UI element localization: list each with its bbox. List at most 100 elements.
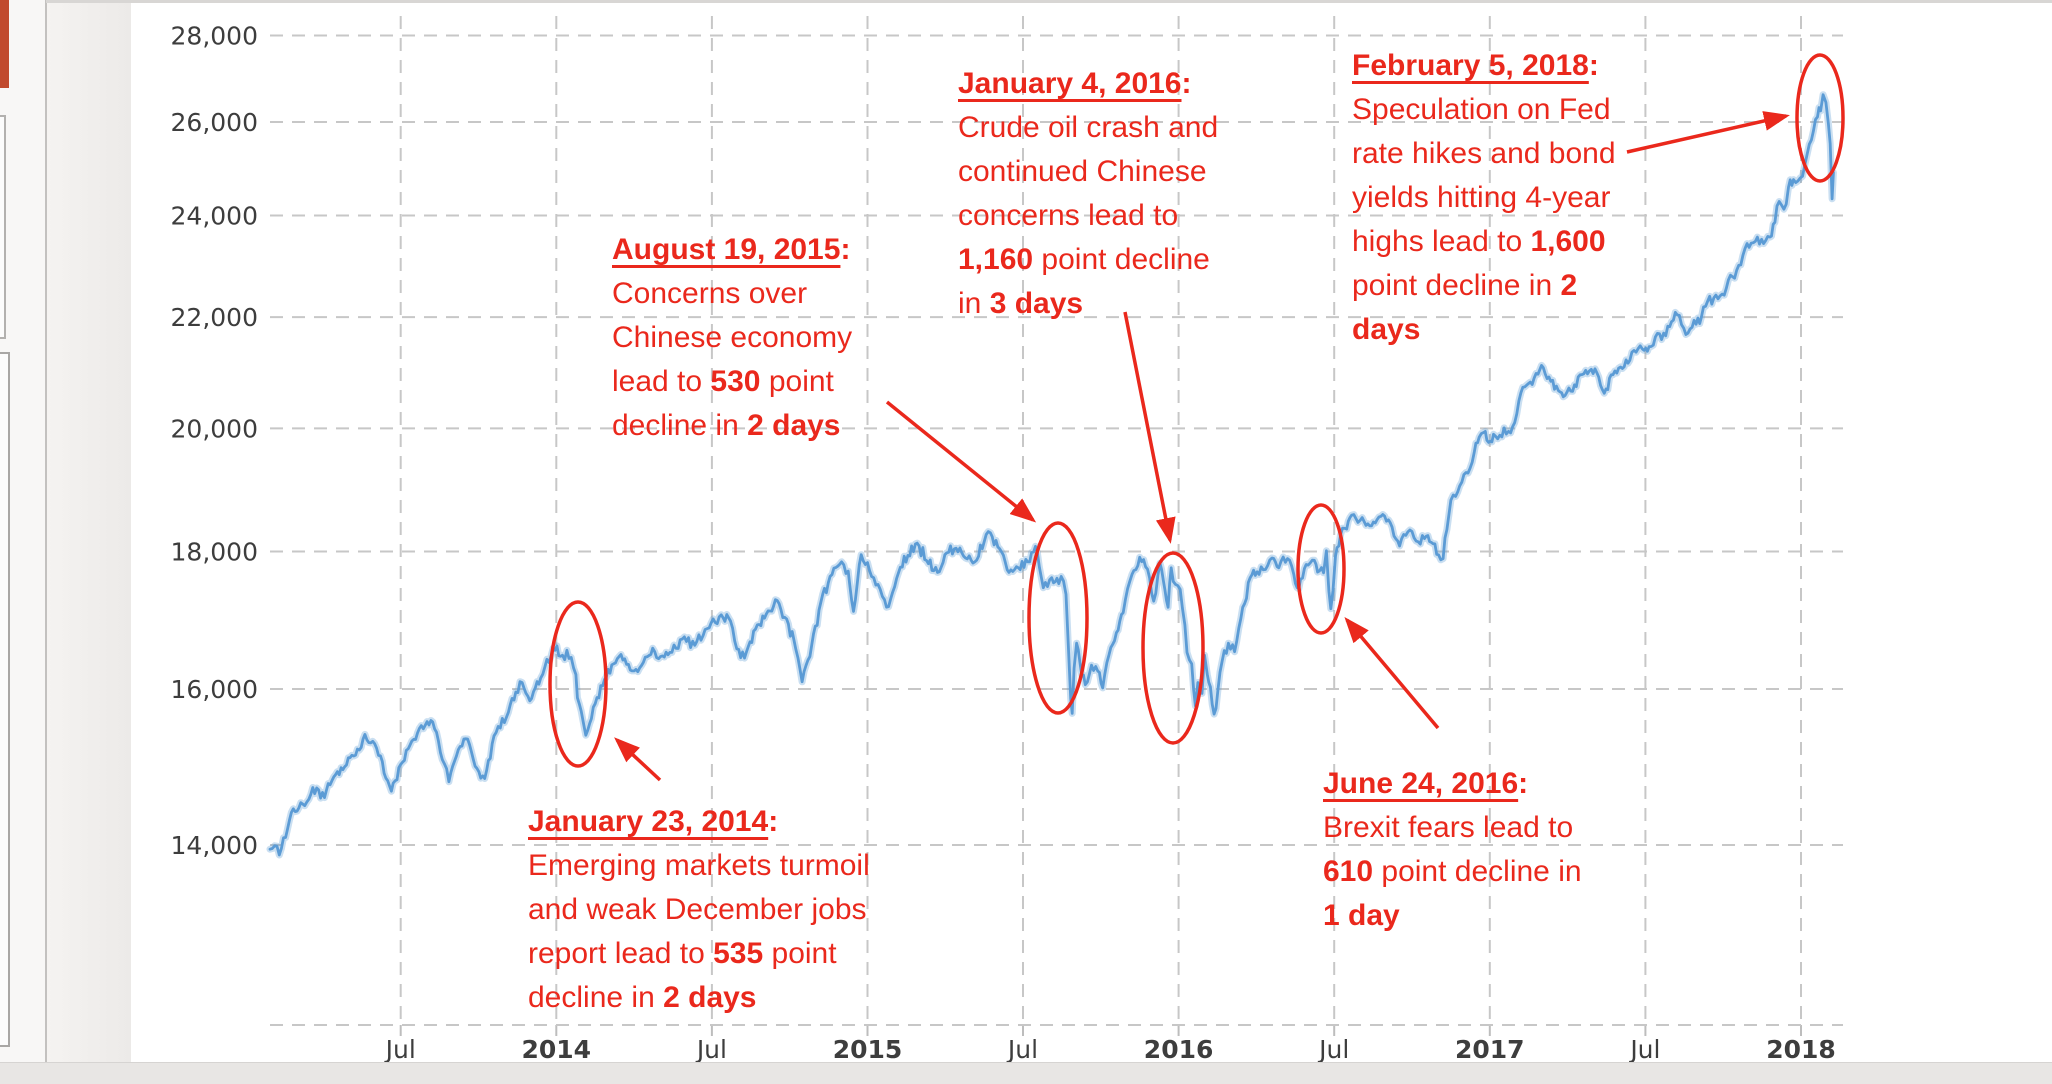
slide-thumbnail-3[interactable] [0, 352, 10, 1047]
annotation-text-segment: 2 [1560, 269, 1578, 302]
x-axis-label: 2018 [1766, 1035, 1836, 1064]
annotation-text-segment: and weak December jobs [528, 893, 867, 926]
annotation-text-segment: 2 days [747, 409, 841, 442]
annotation-text-segment: : [1181, 67, 1192, 100]
annotation-text-segment: Chinese economy [612, 321, 853, 354]
annotation-text-segment: 1,600 [1530, 225, 1606, 258]
annotation-text-segment: : [840, 233, 851, 266]
annotation-text-segment: 1,160 [958, 243, 1034, 276]
annotation-jan-23-2014[interactable]: January 23, 2014: Emerging markets turmoi… [528, 800, 870, 1020]
annotation-arrow-jan-4-2016 [1123, 311, 1176, 544]
annotation-arrow-jan-23-2014 [614, 737, 662, 782]
y-axis-label: 16,000 [171, 675, 258, 704]
highlight-ellipse-aug-19-2015 [1027, 521, 1089, 715]
annotation-line: rate hikes and bond [1352, 132, 1616, 176]
slide-thumbnail-rail [0, 0, 45, 1062]
annotation-text-segment: 610 [1323, 855, 1374, 888]
annotation-text-segment: Concerns over [612, 277, 808, 310]
x-axis-label: 2015 [833, 1035, 903, 1064]
annotation-text-segment: point decline [1033, 243, 1210, 276]
annotation-line: and weak December jobs [528, 888, 870, 932]
annotation-text-segment: in [958, 287, 990, 320]
x-axis-label: 2017 [1455, 1035, 1525, 1064]
annotation-line: lead to 530 point [612, 360, 852, 404]
annotation-text-segment: Emerging markets turmoil [528, 849, 870, 882]
annotation-text-segment: lead to [612, 365, 711, 398]
y-axis-label: 18,000 [171, 538, 258, 567]
annotation-line: February 5, 2018: [1352, 44, 1616, 88]
x-axis-label: 2016 [1144, 1035, 1214, 1064]
x-axis-label: Jul [384, 1035, 416, 1064]
annotation-text-segment: decline in [612, 409, 748, 442]
annotation-text-segment: days [1352, 313, 1421, 346]
annotation-line: Emerging markets turmoil [528, 844, 870, 888]
x-axis-label: Jul [1006, 1035, 1038, 1064]
x-axis-label: Jul [695, 1035, 727, 1064]
annotation-jan-4-2016[interactable]: January 4, 2016: Crude oil crash and conti… [958, 62, 1218, 326]
annotation-text-segment: point [763, 937, 837, 970]
annotation-line: January 23, 2014: [528, 800, 870, 844]
annotation-text-segment: report lead to [528, 937, 714, 970]
annotation-line: days [1352, 308, 1616, 352]
annotation-line: concerns lead to [958, 194, 1218, 238]
panel-divider [45, 0, 47, 1084]
annotation-line: Speculation on Fed [1352, 88, 1616, 132]
slide-thumbnail-2[interactable] [0, 115, 6, 339]
annotation-line: Crude oil crash and [958, 106, 1218, 150]
slide-thumbnail-selected[interactable] [0, 0, 9, 88]
x-axis-label: 2014 [522, 1035, 592, 1064]
annotation-text-segment: yields hitting 4-year [1352, 181, 1611, 214]
annotation-arrow-feb-5-2018 [1626, 111, 1790, 154]
y-axis-label: 20,000 [171, 414, 258, 443]
annotation-line: 610 point decline in [1323, 850, 1582, 894]
annotation-text-segment: : [1588, 49, 1599, 82]
annotation-text-segment: 530 [710, 365, 761, 398]
annotation-line: 1 day [1323, 894, 1582, 938]
annotation-line: June 24, 2016: [1323, 762, 1582, 806]
highlight-ellipse-jun-24-2016 [1296, 503, 1346, 635]
annotation-aug-19-2015[interactable]: August 19, 2015: Concerns over Chinese eco… [612, 228, 852, 448]
annotation-line: point decline in 2 [1352, 264, 1616, 308]
annotation-arrow-jun-24-2016 [1344, 616, 1440, 730]
slide-canvas[interactable]: 14,000 16,000 18,000 20,000 22,000 24,000 26,0… [131, 3, 2052, 1064]
highlight-ellipse-jan-4-2016 [1141, 551, 1205, 745]
highlight-ellipse-jan-23-2014 [548, 600, 608, 768]
annotation-text-segment: decline in [528, 981, 664, 1014]
annotation-line: August 19, 2015: [612, 228, 852, 272]
annotation-line: 1,160 point decline [958, 238, 1218, 282]
annotation-text-segment: August 19, 2015 [612, 233, 841, 266]
annotation-text-segment: : [768, 805, 779, 838]
x-axis-label: Jul [1628, 1035, 1660, 1064]
canvas-gutter [47, 0, 131, 1062]
annotation-line: Chinese economy [612, 316, 852, 360]
annotation-text-segment: 2 days [663, 981, 757, 1014]
annotation-feb-5-2018[interactable]: February 5, 2018: Speculation on Fed rate … [1352, 44, 1616, 352]
annotation-jun-24-2016[interactable]: June 24, 2016: Brexit fears lead to 610 po… [1323, 762, 1582, 938]
annotation-text-segment: point decline in [1352, 269, 1561, 302]
annotation-line: yields hitting 4-year [1352, 176, 1616, 220]
annotation-line: report lead to 535 point [528, 932, 870, 976]
annotation-text-segment: point decline in [1373, 855, 1582, 888]
highlight-ellipse-feb-5-2018 [1795, 53, 1845, 183]
annotation-text-segment: Brexit fears lead to [1323, 811, 1574, 844]
canvas-bottom-strip [0, 1062, 2052, 1084]
annotation-text-segment: point [760, 365, 834, 398]
annotation-line: January 4, 2016: [958, 62, 1218, 106]
annotation-line: Concerns over [612, 272, 852, 316]
annotation-text-segment: January 23, 2014 [528, 805, 769, 838]
annotation-line: Brexit fears lead to [1323, 806, 1582, 850]
annotation-text-segment: 1 day [1323, 899, 1400, 932]
annotation-line: decline in 2 days [612, 404, 852, 448]
y-axis-label: 26,000 [171, 108, 258, 137]
annotation-text-segment: continued Chinese [958, 155, 1207, 188]
annotation-text-segment: highs lead to [1352, 225, 1531, 258]
x-axis-label: Jul [1317, 1035, 1349, 1064]
annotation-text-segment: January 4, 2016 [958, 67, 1182, 100]
dow-series-line [268, 93, 1835, 857]
y-axis-label: 22,000 [171, 303, 258, 332]
canvas-top-border [46, 0, 2052, 3]
annotation-line: highs lead to 1,600 [1352, 220, 1616, 264]
annotation-text-segment: June 24, 2016 [1323, 767, 1519, 800]
